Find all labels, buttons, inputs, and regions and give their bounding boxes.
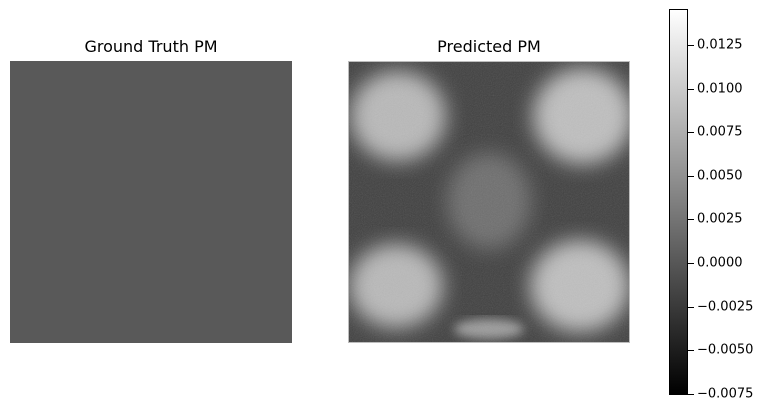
colorbar-tick — [688, 306, 694, 308]
ground-truth-image — [10, 61, 292, 343]
colorbar-tick-label: −0.0075 — [697, 386, 754, 402]
predicted-image — [348, 61, 630, 343]
colorbar-tick — [688, 263, 694, 265]
colorbar-tick-label: 0.0025 — [697, 211, 743, 227]
colorbar-tick-label: 0.0000 — [697, 255, 743, 271]
colorbar-tick-label: −0.0025 — [697, 299, 754, 315]
predicted-heatmap — [348, 61, 630, 343]
colorbar-tick-label: 0.0125 — [697, 37, 743, 53]
colorbar-tick-label: −0.0050 — [697, 342, 754, 358]
colorbar-tick-label: 0.0050 — [697, 168, 743, 184]
colorbar-tick-label: 0.0100 — [697, 81, 743, 97]
colorbar-tick — [688, 175, 694, 177]
colorbar-tick-label: 0.0075 — [697, 124, 743, 140]
colorbar-tick — [688, 44, 694, 46]
colorbar — [669, 9, 688, 395]
colorbar-gradient — [670, 10, 687, 394]
ground-truth-fill — [10, 61, 292, 343]
predicted-border — [348, 61, 630, 343]
colorbar-tick — [688, 132, 694, 134]
ground-truth-title: Ground Truth PM — [84, 37, 218, 56]
ground-truth-heatmap — [10, 61, 292, 343]
colorbar-tick — [688, 219, 694, 221]
texture-overlay — [348, 61, 630, 343]
colorbar-tick — [688, 394, 694, 395]
predicted-title: Predicted PM — [437, 37, 541, 56]
colorbar-tick — [688, 88, 694, 90]
colorbar-tick — [688, 350, 694, 352]
